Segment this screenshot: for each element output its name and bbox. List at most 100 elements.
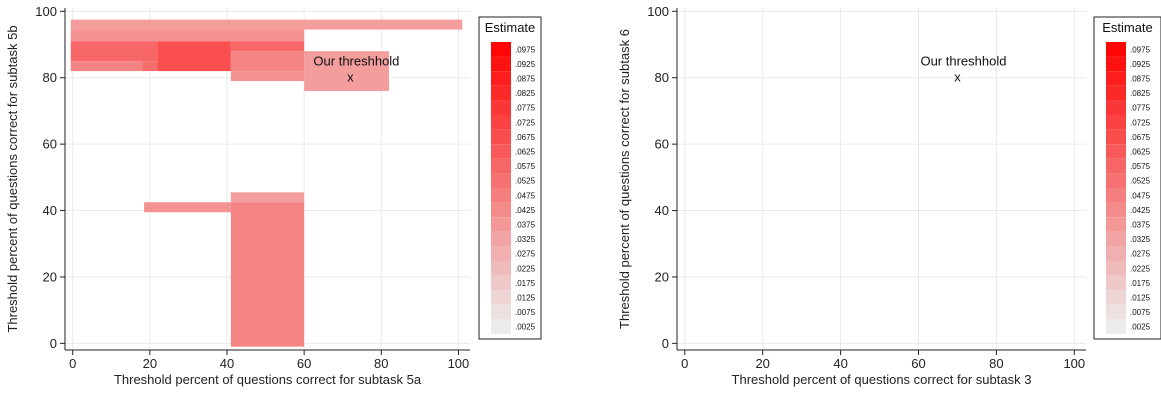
legend-level-label: .0375 — [1130, 221, 1151, 230]
legend-level-label: .0575 — [515, 162, 536, 171]
y-tick-label: 60 — [43, 137, 57, 152]
legend-swatch — [1106, 261, 1126, 276]
y-tick-label: 80 — [43, 70, 57, 85]
y-tick-label: 20 — [655, 269, 669, 284]
legend-level-label: .0975 — [515, 45, 536, 54]
heatmap-cell — [144, 202, 231, 213]
y-tick-label: 40 — [655, 203, 669, 218]
legend-level-label: .0975 — [1130, 45, 1151, 54]
y-axis-title: Threshold percent of questions correct f… — [5, 25, 20, 332]
legend-level-label: .0725 — [515, 118, 536, 127]
legend-level-label: .0225 — [1130, 264, 1151, 273]
heatmap-cell — [70, 61, 143, 72]
x-axis-title: Threshold percent of questions correct f… — [114, 372, 422, 387]
y-tick-label: 60 — [655, 137, 669, 152]
legend-level-label: .0475 — [1130, 191, 1151, 200]
heatmap-cell — [157, 41, 231, 72]
legend-level-label: .0925 — [515, 60, 536, 69]
heatmap-cell — [230, 51, 305, 72]
legend-swatch — [491, 304, 511, 320]
x-tick-label: 20 — [755, 356, 769, 371]
legend-level-label: .0825 — [1130, 89, 1151, 98]
legend-swatch — [491, 231, 511, 247]
legend-box — [1093, 16, 1161, 340]
y-tick-label: 20 — [43, 269, 57, 284]
y-tick-label: 100 — [647, 4, 669, 19]
legend-level-label: .0425 — [1130, 206, 1151, 215]
heatmap-cell — [230, 41, 305, 52]
legend-level-label: .0725 — [1130, 118, 1151, 127]
legend-swatch — [491, 129, 511, 145]
legend-swatch — [1106, 129, 1126, 145]
legend-swatch — [1106, 56, 1126, 72]
legend-swatch — [1106, 100, 1126, 115]
x-axis-title: Threshold percent of questions correct f… — [732, 372, 1032, 387]
y-tick-label: 0 — [662, 336, 669, 351]
legend-level-label: .0025 — [1130, 323, 1151, 332]
legend-level-label: .0325 — [515, 235, 536, 244]
legend-level-label: .0125 — [515, 294, 536, 303]
legend-swatch — [1106, 304, 1126, 320]
heatmap-cell — [230, 202, 305, 347]
legend-title: Estimate — [485, 20, 536, 35]
y-axis-title: Threshold percent of questions correct f… — [617, 29, 632, 329]
x-tick-label: 80 — [374, 356, 388, 371]
x-tick-label: 40 — [833, 356, 847, 371]
plot-area — [677, 8, 1086, 350]
legend-level-label: .0325 — [1130, 235, 1151, 244]
legend-swatch — [491, 188, 511, 203]
threshold-marker: x — [347, 70, 354, 85]
legend-swatch — [1106, 319, 1126, 334]
legend-level-label: .0425 — [515, 206, 536, 215]
legend-level-label: .0875 — [515, 75, 536, 84]
legend-swatch — [1106, 144, 1126, 159]
legend-level-label: .0075 — [1130, 308, 1151, 317]
chart-panel-2: 0 20 40 60 80 100 0 20 40 60 80 100 Threshold percen… — [617, 4, 1161, 387]
legend: Estimate .0975 .0925 .0875 .0825 .0775 .0725 .0… — [1093, 16, 1161, 340]
legend-level-label: .0525 — [1130, 177, 1151, 186]
legend-level-label: .0175 — [515, 279, 536, 288]
legend-swatch — [1106, 115, 1126, 130]
threshold-annotation-label: Our threshhold — [313, 54, 399, 69]
legend-swatch — [491, 115, 511, 130]
x-tick-label: 20 — [143, 356, 157, 371]
legend-swatch — [491, 100, 511, 115]
x-tick-label: 40 — [220, 356, 234, 371]
legend-swatch — [491, 56, 511, 72]
legend-level-label: .0875 — [1130, 75, 1151, 84]
legend-level-label: .0675 — [515, 133, 536, 142]
x-tick-label: 100 — [448, 356, 470, 371]
legend-swatch — [491, 275, 511, 291]
y-tick-label: 0 — [50, 336, 57, 351]
legend-swatch — [491, 173, 511, 188]
heatmap-cell — [70, 29, 305, 42]
x-tick-label: 60 — [297, 356, 311, 371]
legend-level-label: .0375 — [515, 221, 536, 230]
legend-swatch — [491, 261, 511, 276]
legend-level-label: .0475 — [515, 191, 536, 200]
legend-swatch — [1106, 85, 1126, 101]
legend-level-label: .0625 — [1130, 148, 1151, 157]
legend-swatch — [1106, 71, 1126, 86]
legend-swatch — [1106, 275, 1126, 291]
legend-swatch — [491, 319, 511, 334]
legend-swatch — [1106, 231, 1126, 247]
legend-level-label: .0825 — [515, 89, 536, 98]
legend-swatch — [491, 158, 511, 174]
legend-swatch — [491, 71, 511, 86]
legend-swatch — [491, 202, 511, 218]
legend-level-label: .0125 — [1130, 294, 1151, 303]
heatmap-cell — [230, 71, 305, 82]
legend-level-label: .0075 — [515, 308, 536, 317]
legend-level-label: .0925 — [1130, 60, 1151, 69]
legend-swatch — [1106, 246, 1126, 261]
heatmap-cell — [70, 41, 158, 62]
heatmap-cell — [70, 19, 463, 30]
x-tick-label: 0 — [69, 356, 76, 371]
legend-level-label: .0675 — [1130, 133, 1151, 142]
x-tick-label: 0 — [681, 356, 688, 371]
legend-swatch — [491, 246, 511, 261]
legend-swatch — [1106, 173, 1126, 188]
threshold-marker: x — [954, 70, 961, 85]
